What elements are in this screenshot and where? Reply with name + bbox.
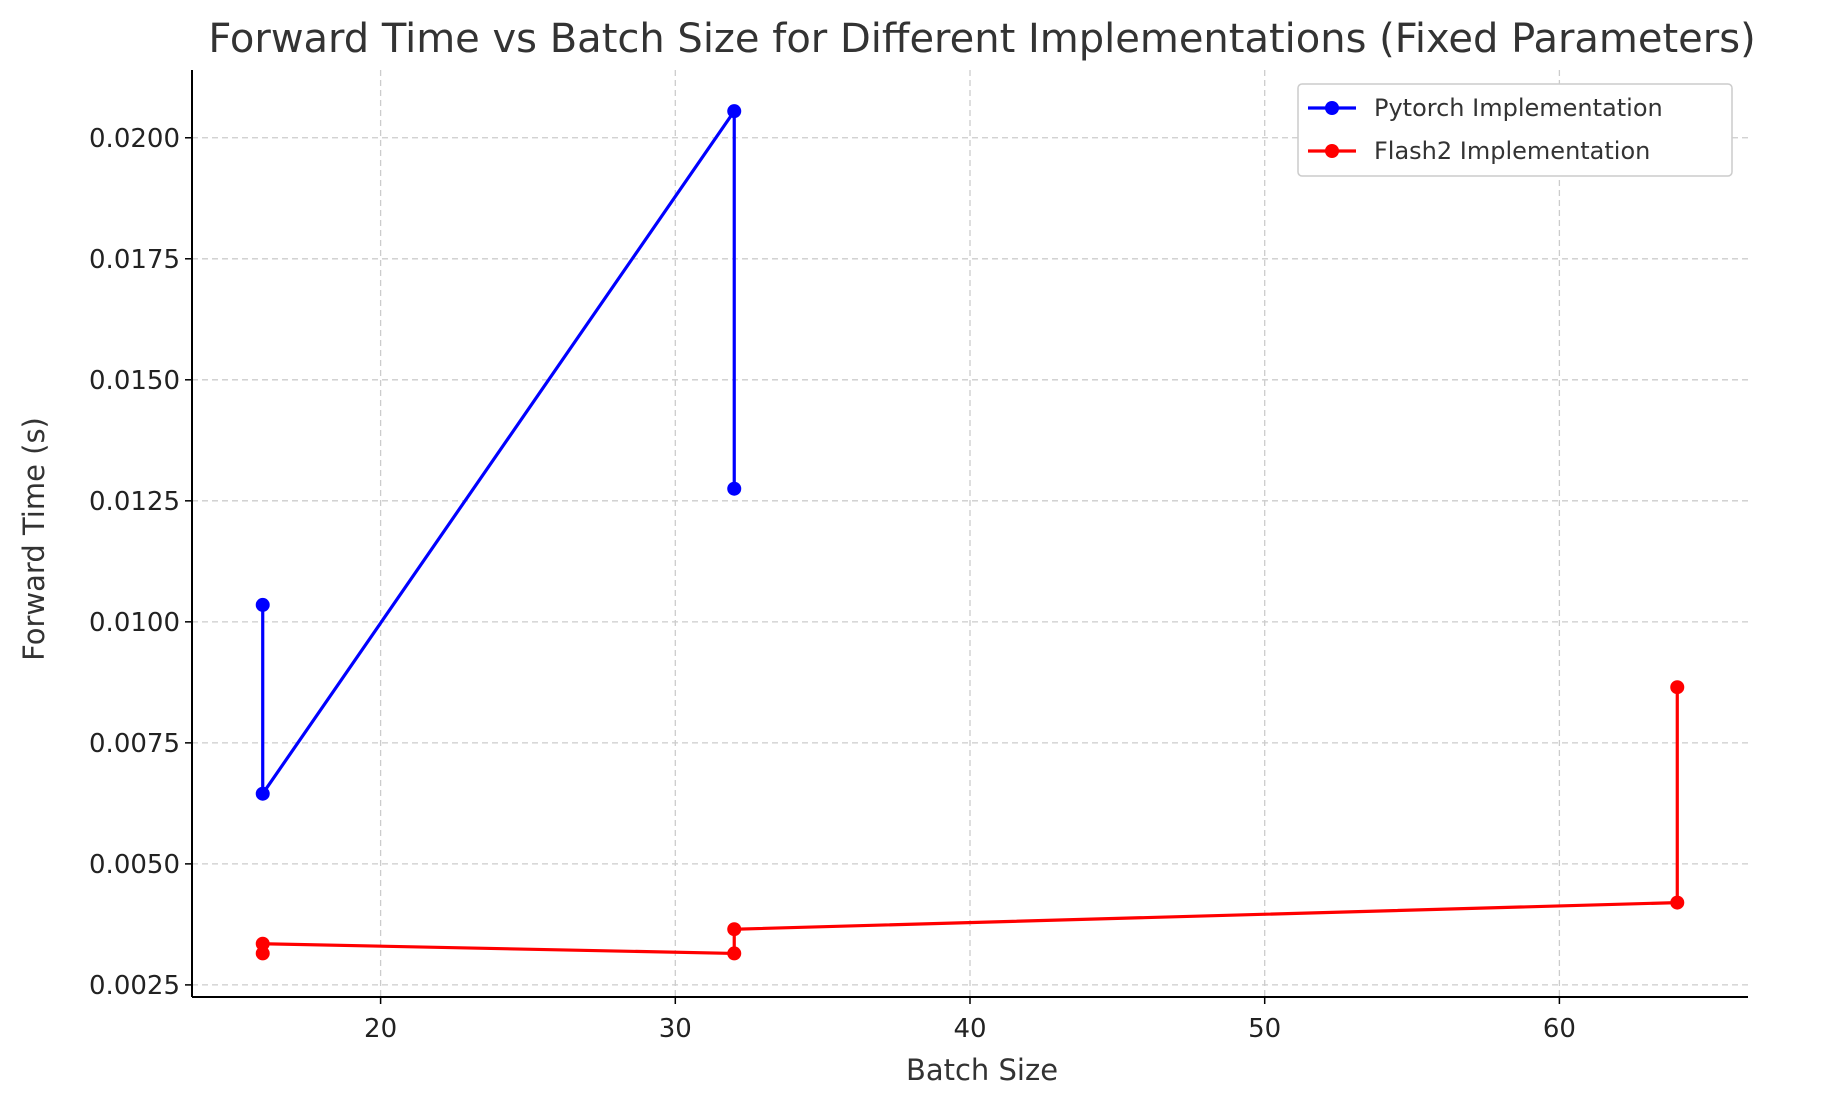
data-point: [1670, 895, 1685, 910]
legend-box: [1297, 83, 1733, 177]
legend-swatch-marker: [1325, 144, 1339, 158]
data-point: [255, 936, 270, 951]
legend-label: Flash2 Implementation: [1374, 137, 1650, 165]
x-tick-label: 20: [364, 1014, 397, 1044]
chart-title: Forward Time vs Batch Size for Different…: [208, 16, 1755, 62]
data-point: [255, 786, 270, 801]
x-tick-label: 40: [953, 1014, 986, 1044]
data-point: [727, 481, 742, 496]
y-axis-label: Forward Time (s): [17, 417, 51, 661]
data-point: [1670, 680, 1685, 695]
x-tick-label: 50: [1248, 1014, 1281, 1044]
x-axis-label: Batch Size: [906, 1053, 1058, 1087]
series-line-1: [261, 109, 736, 796]
legend-label: Pytorch Implementation: [1374, 94, 1663, 122]
y-tick-label: 0.0175: [89, 245, 180, 275]
grid-lines: [192, 70, 1748, 997]
data-point: [255, 597, 270, 612]
data-point: [255, 946, 270, 961]
legend-swatch-marker: [1325, 101, 1339, 115]
data-point: [727, 946, 742, 961]
x-tick-label: 30: [659, 1014, 692, 1044]
y-tick-label: 0.0050: [89, 850, 180, 880]
y-tick-label: 0.0025: [89, 971, 180, 1001]
plot-area: [255, 104, 1685, 961]
y-tick-label: 0.0100: [89, 608, 180, 638]
tick-labels: 20 30 40 50 60 0.0025 0.0050 0.0075 0.0100 0.0125…: [89, 124, 1576, 1044]
x-tick-label: 60: [1543, 1014, 1576, 1044]
y-tick-label: 0.0200: [89, 124, 180, 154]
y-tick-label: 0.0150: [89, 366, 180, 396]
y-tick-label: 0.0075: [89, 729, 180, 759]
y-tick-label: 0.0125: [89, 487, 180, 517]
legend: Pytorch Implementation Flash2 Implementat…: [1297, 83, 1733, 177]
data-point: [727, 922, 742, 937]
data-point: [727, 104, 742, 119]
